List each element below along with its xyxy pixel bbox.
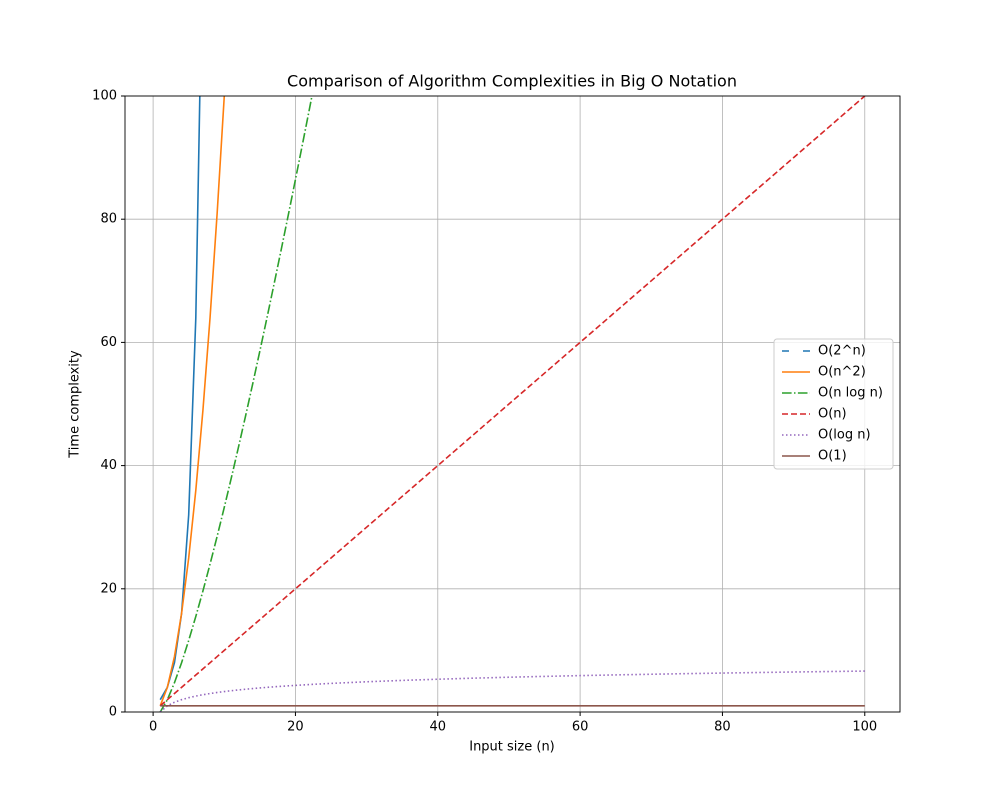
x-tick-label: 20 — [287, 720, 304, 735]
plot-area — [159, 0, 866, 800]
series-line — [159, 96, 226, 707]
y-tick-label: 80 — [100, 212, 117, 227]
legend-label: O(n) — [818, 407, 847, 422]
series-line — [159, 96, 866, 707]
x-tick-label: 0 — [149, 720, 157, 735]
y-tick-label: 0 — [109, 705, 117, 720]
x-tick-label: 40 — [430, 720, 447, 735]
legend-label: O(2^n) — [818, 344, 866, 359]
legend-label: O(1) — [818, 449, 847, 464]
x-tick-label: 100 — [852, 720, 877, 735]
x-tick-label: 60 — [572, 720, 589, 735]
x-tick-label: 80 — [714, 720, 731, 735]
x-axis-label: Input size (n) — [469, 740, 555, 755]
y-tick-label: 100 — [92, 89, 117, 104]
chart-title: Comparison of Algorithm Complexities in … — [287, 72, 737, 91]
series-line — [159, 96, 313, 712]
y-tick-label: 20 — [100, 581, 117, 596]
plot-frame — [124, 95, 901, 713]
series-line — [160, 0, 865, 800]
legend-label: O(log n) — [818, 428, 871, 443]
y-tick-label: 40 — [100, 458, 117, 473]
y-axis-label: Time complexity — [68, 350, 83, 459]
y-tick-label: 60 — [100, 335, 117, 350]
legend-label: O(n log n) — [818, 386, 883, 401]
legend-label: O(n^2) — [818, 365, 866, 380]
